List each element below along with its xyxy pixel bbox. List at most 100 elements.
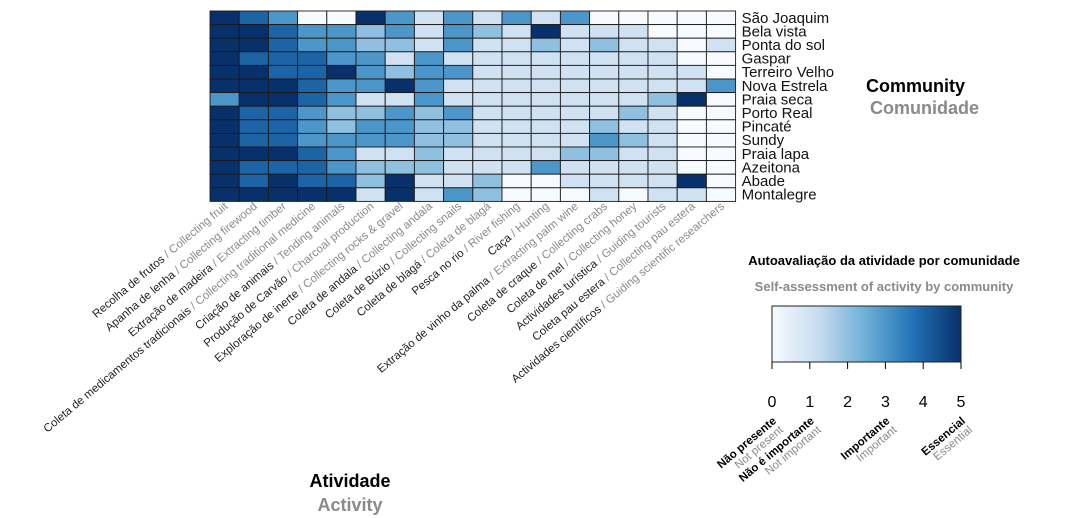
heatmap-cell: [559, 187, 591, 202]
heatmap-cell: [413, 146, 445, 162]
heatmap-cell: [267, 51, 299, 66]
heatmap-cell: [355, 173, 386, 189]
heatmap-cell: [384, 51, 415, 66]
heatmap-cell: [209, 24, 240, 39]
row-label: Praia lapa: [742, 146, 810, 163]
heatmap-cell: [297, 187, 328, 202]
heatmap-cell: [501, 105, 532, 121]
heatmap-cell: [589, 92, 620, 107]
heatmap-cell: [501, 146, 532, 162]
heatmap-cell: [413, 51, 445, 66]
heatmap-cell: [530, 187, 561, 202]
heatmap-cell: [472, 10, 503, 26]
heatmap-cell: [413, 132, 445, 148]
heatmap-cell: [589, 51, 620, 66]
heatmap-cell: [238, 187, 269, 202]
legend-colorbar: [771, 305, 962, 363]
heatmap-cell: [501, 160, 532, 175]
heatmap-cell: [209, 10, 240, 26]
heatmap-cell: [267, 92, 299, 107]
heatmap-cell: [238, 92, 269, 107]
heatmap-cell: [443, 132, 474, 148]
heatmap-cell: [443, 92, 474, 107]
heatmap-cell: [530, 105, 561, 121]
heatmap-cell: [238, 105, 269, 121]
heatmap-cell: [413, 78, 445, 94]
heatmap-cell: [676, 64, 707, 80]
heatmap-cell: [530, 146, 561, 162]
row-label: Nova Estrela: [742, 78, 829, 95]
heatmap-cell: [209, 187, 240, 202]
heatmap-cell: [267, 160, 299, 175]
heatmap-cell: [647, 92, 678, 107]
row-label: Terreiro Velho: [742, 64, 835, 81]
heatmap-cell: [413, 119, 445, 134]
heatmap-cell: [589, 37, 620, 53]
heatmap-cell: [384, 64, 415, 80]
row-label: Gaspar: [742, 51, 791, 68]
heatmap-cell: [472, 92, 503, 107]
heatmap-cell: [589, 78, 620, 94]
heatmap-cell: [472, 37, 503, 53]
heatmap-cell: [297, 173, 328, 189]
legend-tick-label: 5: [957, 394, 966, 411]
heatmap-cell: [559, 78, 591, 94]
heatmap-cell: [384, 132, 415, 148]
heatmap-cell: [559, 10, 591, 26]
heatmap-cell: [705, 132, 737, 148]
heatmap-cell: [238, 119, 269, 134]
heatmap-cell: [559, 105, 591, 121]
heatmap-cell: [413, 105, 445, 121]
heatmap-cell: [355, 119, 386, 134]
row-axis-title: Community: [866, 76, 965, 96]
heatmap-cell: [705, 105, 737, 121]
heatmap-cell: [559, 132, 591, 148]
heatmap-cell: [589, 24, 620, 39]
heatmap-cell: [676, 160, 707, 175]
heatmap-cell: [647, 10, 678, 26]
heatmap-cell: [267, 173, 299, 189]
heatmap-cell: [559, 119, 591, 134]
heatmap-cell: [472, 51, 503, 66]
heatmap-cell: [647, 105, 678, 121]
legend-tick-label: 4: [919, 394, 928, 411]
heatmap-cell: [238, 24, 269, 39]
heatmap-cell: [238, 78, 269, 94]
legend-subtitle: Self-assessment of activity by community: [755, 279, 1014, 294]
heatmap-cell: [297, 37, 328, 53]
heatmap-cell: [472, 187, 503, 202]
heatmap-cell: [530, 24, 561, 39]
heatmap-cell: [705, 119, 737, 134]
heatmap-cell: [355, 187, 386, 202]
row-label: Sundy: [742, 132, 785, 149]
row-label: Porto Real: [742, 105, 813, 122]
heatmap-cell: [705, 10, 737, 26]
heatmap-cell: [238, 173, 269, 189]
heatmap-cell: [413, 92, 445, 107]
heatmap-cell: [501, 37, 532, 53]
heatmap-cell: [647, 51, 678, 66]
heatmap-cell: [589, 187, 620, 202]
heatmap-cell: [326, 24, 357, 39]
heatmap-cell: [705, 92, 737, 107]
heatmap-cell: [355, 78, 386, 94]
heatmap-cell: [297, 24, 328, 39]
heatmap-cell: [705, 173, 737, 189]
heatmap-cell: [501, 10, 532, 26]
heatmap-cells: [209, 10, 737, 202]
heatmap-cell: [618, 119, 649, 134]
heatmap-cell: [589, 173, 620, 189]
heatmap-cell: [530, 160, 561, 175]
heatmap-cell: [384, 160, 415, 175]
heatmap-cell: [705, 187, 737, 202]
heatmap-cell: [267, 10, 299, 26]
heatmap-cell: [443, 24, 474, 39]
heatmap-cell: [530, 132, 561, 148]
heatmap-cell: [443, 51, 474, 66]
heatmap-cell: [472, 119, 503, 134]
row-label: Bela vista: [742, 23, 808, 40]
heatmap-cell: [618, 78, 649, 94]
heatmap-cell: [589, 105, 620, 121]
